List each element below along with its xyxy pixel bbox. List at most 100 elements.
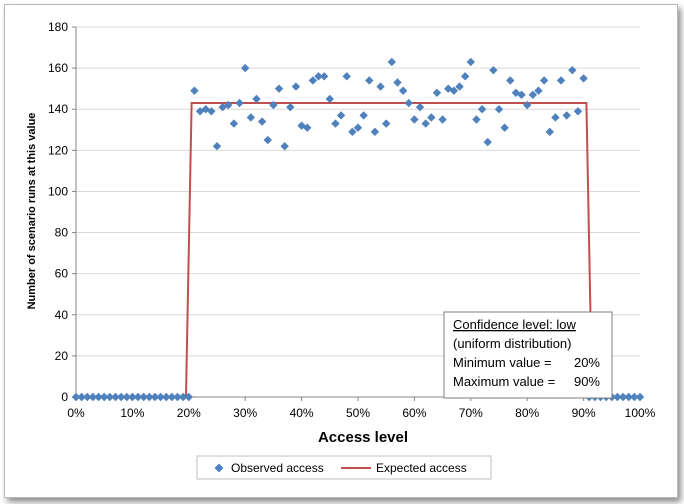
observed-point [342, 72, 351, 81]
y-tick-label: 80 [55, 226, 69, 240]
observed-point [551, 113, 560, 122]
observed-point [111, 392, 120, 402]
observed-point [150, 392, 160, 402]
observed-point [71, 392, 81, 402]
observed-point [382, 119, 391, 128]
observed-point [618, 392, 628, 402]
y-tick-label: 120 [48, 143, 68, 157]
x-tick-label: 10% [120, 406, 144, 420]
observed-point [122, 392, 131, 402]
y-tick-labels: 0 20 40 60 80 100 120 140 160 180 [48, 20, 68, 404]
observed-point [613, 392, 622, 402]
y-tick-label: 20 [55, 349, 69, 363]
observed-point [472, 115, 481, 124]
observed-point [370, 127, 380, 137]
annotation-box [443, 311, 613, 399]
observed-point [336, 111, 346, 120]
observed-point [224, 100, 233, 110]
observed-point [145, 392, 154, 402]
observed-point [460, 72, 470, 81]
observed-point [235, 98, 244, 108]
observed-point [201, 105, 210, 114]
observed-point [449, 86, 459, 95]
legend-observed-marker [214, 463, 224, 473]
observed-point [534, 86, 543, 95]
observed-point [133, 392, 143, 402]
annotation-subtitle: (uniform distribution) [453, 336, 572, 351]
observed-point [348, 127, 357, 137]
observed-point [500, 123, 509, 132]
observed-point [280, 142, 289, 151]
observed-point [139, 392, 148, 402]
observed-point [523, 100, 532, 110]
observed-point [365, 76, 374, 85]
y-tick-label: 100 [48, 184, 68, 198]
observed-point [77, 392, 86, 402]
annotation-min-value: 20% [574, 355, 600, 370]
observed-point [212, 142, 222, 151]
observed-point [319, 72, 329, 81]
observed-point [635, 392, 645, 402]
observed-point [455, 82, 464, 91]
observed-point [190, 86, 199, 95]
observed-point [353, 123, 363, 132]
observed-point [331, 119, 340, 128]
y-tick-label: 160 [48, 61, 68, 75]
legend-expected-label: Expected access [376, 461, 467, 475]
x-tick-label: 60% [402, 406, 426, 420]
observed-point [308, 76, 318, 85]
annotation-title: Confidence level: low [453, 317, 576, 332]
x-axis-label: Access level [318, 429, 408, 446]
observed-point [415, 102, 425, 112]
observed-point [624, 392, 633, 402]
legend: Observed access Expected access [196, 455, 492, 480]
observed-point [88, 392, 98, 402]
observed-point [404, 98, 413, 108]
observed-point [494, 105, 504, 114]
observed-point [207, 107, 216, 116]
observed-point [562, 111, 571, 120]
observed-point [156, 392, 165, 402]
legend-observed-label: Observed access [231, 461, 324, 475]
x-tick-label: 40% [290, 406, 314, 420]
chart-svg: 0 20 40 60 80 100 120 140 160 180 0% 10% 20% 30% 40% 5… [26, 20, 656, 480]
observed-point [466, 57, 475, 67]
observed-point [286, 102, 295, 112]
x-tick-label: 30% [233, 406, 257, 420]
y-tick-label: 180 [48, 20, 68, 34]
observed-point [173, 392, 182, 402]
observed-point [477, 105, 487, 114]
observed-point [506, 76, 515, 85]
observed-point [229, 119, 239, 128]
observed-point [325, 94, 334, 104]
observed-point [556, 76, 566, 85]
x-tick-label: 90% [572, 406, 596, 420]
observed-point [568, 65, 577, 75]
y-tick-label: 60 [55, 267, 69, 281]
observed-point [94, 392, 103, 402]
observed-point [517, 90, 526, 100]
observed-point [483, 137, 492, 147]
observed-point [257, 117, 267, 126]
observed-point [178, 392, 188, 402]
observed-point [438, 115, 447, 124]
annotation-max-label: Maximum value = [453, 374, 555, 389]
observed-point [528, 90, 538, 100]
observed-point [128, 392, 137, 402]
observed-point [511, 88, 521, 97]
observed-point [83, 392, 92, 402]
observed-point [162, 392, 171, 402]
observed-point [116, 392, 126, 402]
observed-point [579, 74, 588, 83]
observed-point [359, 111, 368, 120]
observed-point [184, 392, 193, 402]
observed-point [263, 135, 272, 145]
y-axis-label: Number of scenario runs at this value [26, 113, 38, 310]
x-tick-label: 80% [515, 406, 539, 420]
observed-point [421, 119, 430, 128]
observed-point [398, 86, 408, 95]
observed-point [167, 392, 177, 402]
observed-point [376, 82, 385, 91]
x-tick-labels: 0% 10% 20% 30% 40% 50% 60% 70% 80% 90% 100% [67, 406, 655, 420]
observed-point [539, 76, 549, 85]
